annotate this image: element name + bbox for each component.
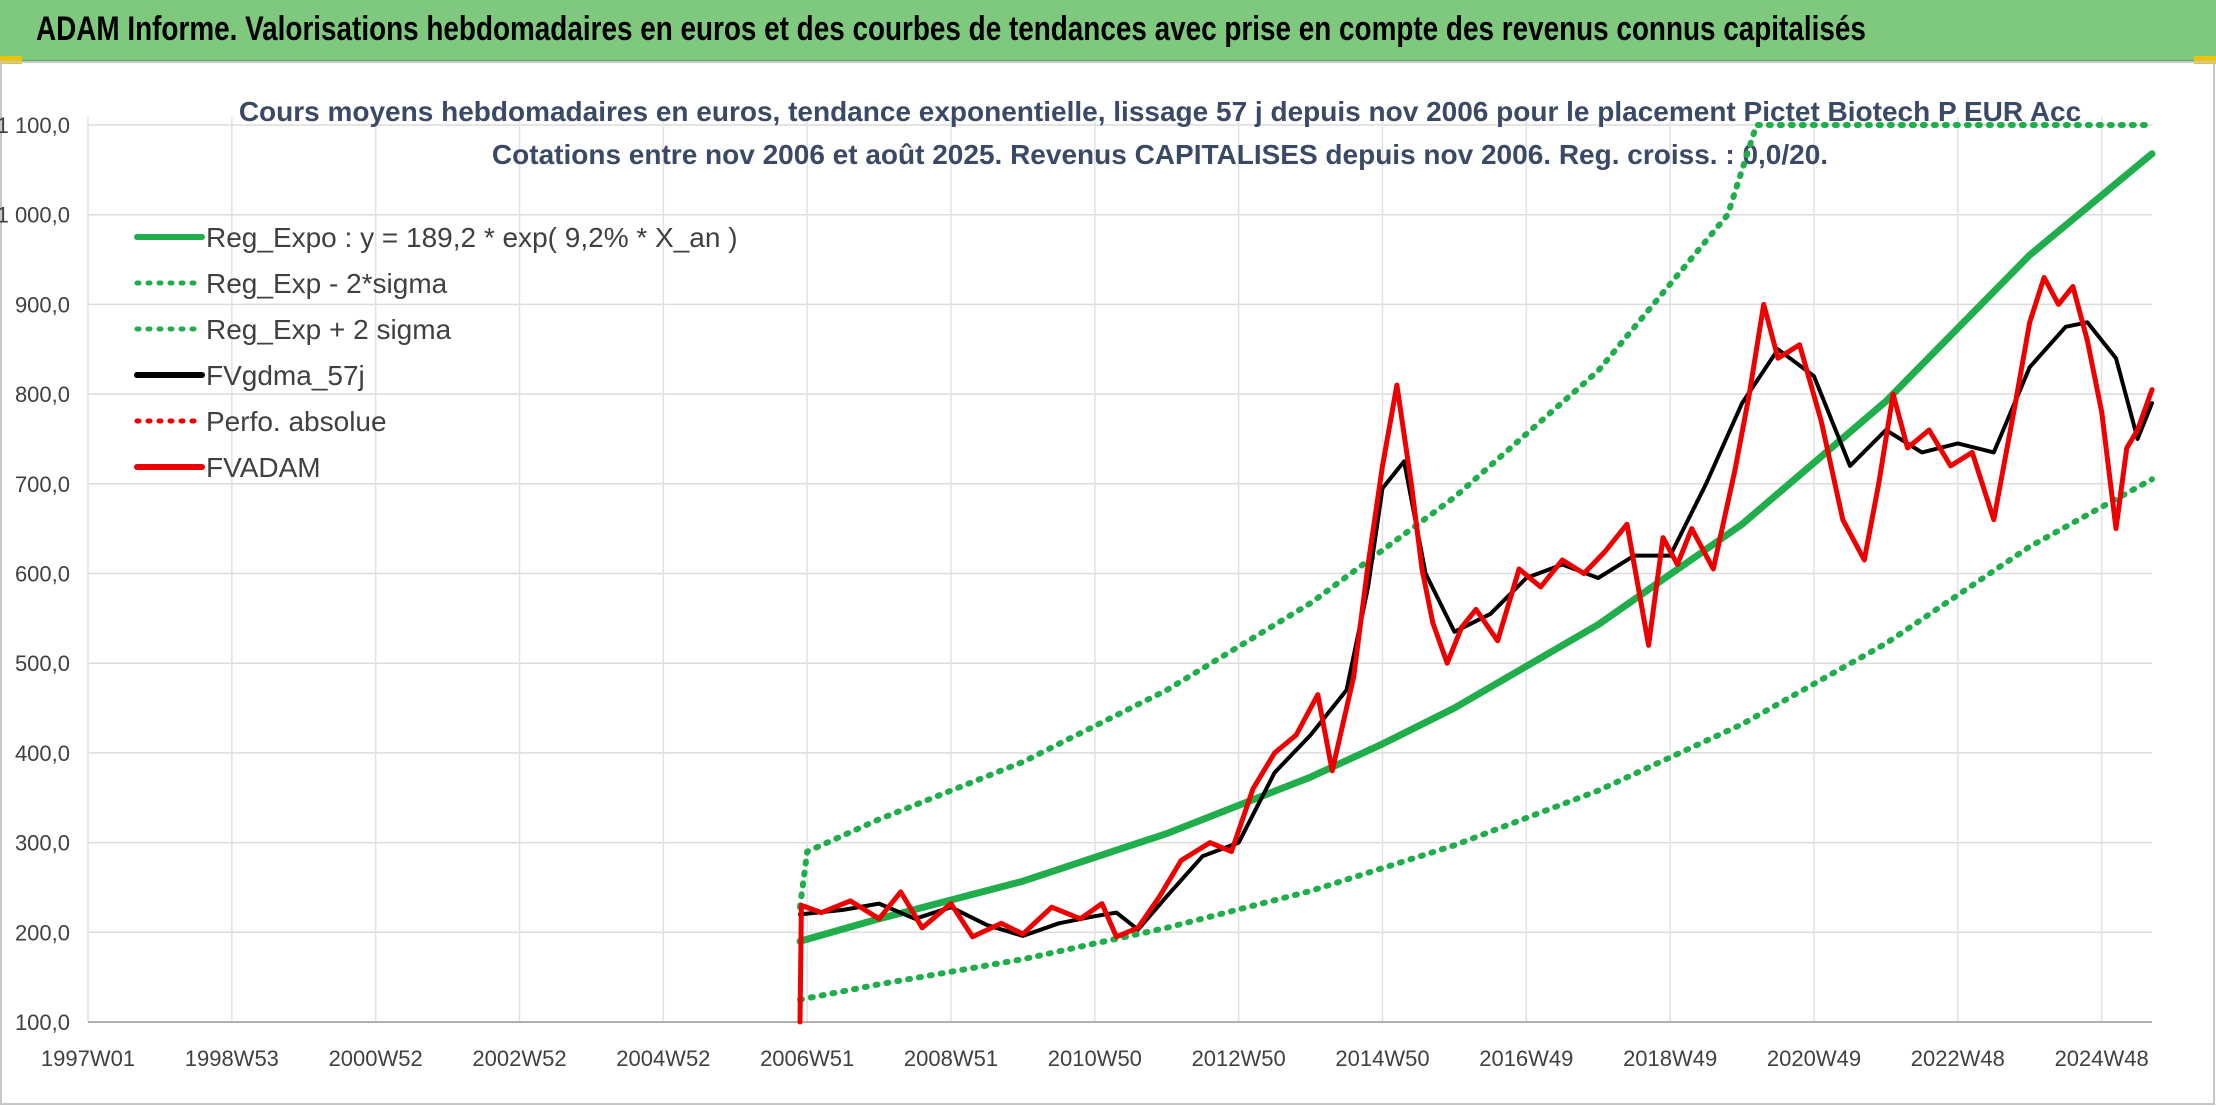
- x-tick-label: 2012W50: [1192, 1046, 1286, 1071]
- legend-label: Reg_Exp - 2*sigma: [206, 268, 448, 299]
- x-tick-label: 2008W51: [904, 1046, 998, 1071]
- y-tick-label: 900,0: [15, 292, 70, 317]
- axis-ticks: 1 100,0 1 000,0 900,0 800,0 700,0 600,0 500,0 4…: [0, 113, 2149, 1071]
- y-tick-label: 500,0: [15, 651, 70, 676]
- report-header-bar: ADAM Informe. Valorisations hebdomadaire…: [0, 0, 2216, 62]
- legend-label: Reg_Exp + 2 sigma: [206, 314, 452, 345]
- x-tick-label: 1998W53: [185, 1046, 279, 1071]
- y-tick-label: 800,0: [15, 382, 70, 407]
- legend-label: Perfo. absolue: [206, 406, 387, 437]
- y-tick-label: 200,0: [15, 920, 70, 945]
- corner-marker-right: [2194, 56, 2216, 64]
- x-tick-label: 2014W50: [1335, 1046, 1429, 1071]
- legend-label: FVgdma_57j: [206, 360, 365, 391]
- y-tick-label: 300,0: [15, 831, 70, 856]
- y-tick-label: 400,0: [15, 741, 70, 766]
- x-tick-label: 2018W49: [1623, 1046, 1717, 1071]
- x-tick-label: 2020W49: [1767, 1046, 1861, 1071]
- x-tick-label: 2024W48: [2055, 1046, 2149, 1071]
- legend-label: FVADAM: [206, 452, 321, 483]
- legend: Reg_Expo : y = 189,2 * exp( 9,2% * X_an …: [134, 222, 738, 483]
- y-tick-label: 600,0: [15, 562, 70, 587]
- x-tick-label: 2010W50: [1048, 1046, 1142, 1071]
- x-tick-label: 2002W52: [472, 1046, 566, 1071]
- chart-subtitle: Cotations entre nov 2006 et août 2025. R…: [492, 139, 1828, 170]
- series: [796, 122, 2156, 1025]
- legend-label: Reg_Expo : y = 189,2 * exp( 9,2% * X_an …: [206, 222, 738, 253]
- x-tick-label: 1997W01: [41, 1046, 135, 1071]
- trend-line: [796, 150, 2156, 945]
- lower-band-line: [797, 476, 2155, 1003]
- grid: [87, 117, 2152, 1023]
- x-tick-label: 2006W51: [760, 1046, 854, 1071]
- corner-marker-left: [0, 56, 22, 64]
- upper-band-line: [797, 122, 2155, 911]
- x-tick-label: 2000W52: [329, 1046, 423, 1071]
- price-line: [797, 275, 2155, 1025]
- smoothed-line: [798, 320, 2154, 938]
- y-tick-label: 100,0: [15, 1010, 70, 1035]
- report-title: ADAM Informe. Valorisations hebdomadaire…: [36, 10, 1866, 48]
- x-tick-label: 2004W52: [616, 1046, 710, 1071]
- y-tick-label: 700,0: [15, 472, 70, 497]
- x-tick-label: 2016W49: [1479, 1046, 1573, 1071]
- chart-frame: [0, 61, 2215, 1105]
- y-tick-label: 1 000,0: [0, 203, 70, 228]
- chart-title: Cours moyens hebdomadaires en euros, ten…: [239, 96, 2081, 127]
- x-tick-label: 2022W48: [1911, 1046, 2005, 1071]
- y-tick-label: 1 100,0: [0, 113, 70, 138]
